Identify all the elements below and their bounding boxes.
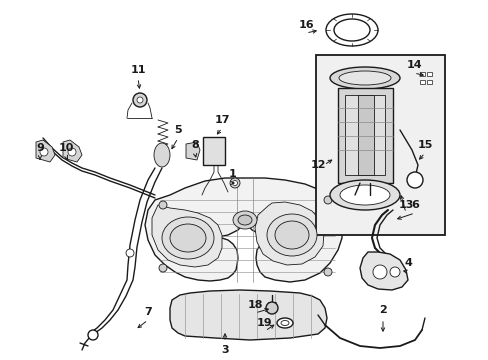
- Text: 7: 7: [144, 307, 152, 317]
- Text: 5: 5: [174, 125, 182, 135]
- Polygon shape: [36, 140, 55, 162]
- Bar: [426, 80, 431, 84]
- Polygon shape: [359, 252, 407, 290]
- Circle shape: [324, 196, 331, 204]
- Polygon shape: [145, 178, 341, 282]
- Bar: [426, 72, 431, 76]
- Ellipse shape: [333, 19, 369, 41]
- Ellipse shape: [329, 180, 399, 210]
- Bar: [315, 55, 444, 235]
- Text: 4: 4: [403, 258, 411, 268]
- Bar: [345, 95, 384, 175]
- Circle shape: [40, 148, 48, 156]
- Ellipse shape: [154, 143, 170, 167]
- Circle shape: [265, 302, 278, 314]
- Polygon shape: [185, 142, 200, 160]
- Text: 12: 12: [309, 160, 325, 170]
- Ellipse shape: [170, 224, 205, 252]
- Ellipse shape: [276, 318, 292, 328]
- Text: 16: 16: [298, 20, 313, 30]
- Bar: [203, 137, 224, 165]
- Circle shape: [324, 268, 331, 276]
- Ellipse shape: [274, 221, 308, 249]
- Ellipse shape: [339, 185, 389, 205]
- Text: 15: 15: [416, 140, 432, 150]
- Text: 6: 6: [410, 200, 418, 210]
- Polygon shape: [152, 205, 222, 267]
- Ellipse shape: [329, 67, 399, 89]
- Ellipse shape: [281, 320, 288, 325]
- Circle shape: [88, 330, 98, 340]
- Text: 13: 13: [398, 200, 413, 210]
- Text: 17: 17: [214, 115, 229, 125]
- Circle shape: [126, 249, 134, 257]
- Ellipse shape: [232, 211, 257, 229]
- Ellipse shape: [325, 14, 377, 46]
- Polygon shape: [63, 140, 82, 162]
- Text: 14: 14: [406, 60, 421, 70]
- Text: 11: 11: [130, 65, 145, 75]
- Circle shape: [133, 93, 147, 107]
- Ellipse shape: [338, 71, 390, 85]
- Bar: [419, 72, 424, 76]
- Circle shape: [137, 97, 142, 103]
- Text: 18: 18: [247, 300, 262, 310]
- Polygon shape: [254, 202, 324, 265]
- Bar: [357, 95, 373, 175]
- Text: 2: 2: [378, 305, 386, 315]
- Circle shape: [232, 180, 237, 185]
- Text: 10: 10: [58, 143, 74, 153]
- Bar: [337, 88, 392, 183]
- Circle shape: [406, 172, 422, 188]
- Bar: [419, 80, 424, 84]
- Text: 19: 19: [257, 318, 272, 328]
- Text: 9: 9: [36, 143, 44, 153]
- Ellipse shape: [162, 217, 214, 259]
- Circle shape: [229, 178, 240, 188]
- Ellipse shape: [266, 214, 316, 256]
- Circle shape: [159, 201, 167, 209]
- Text: 8: 8: [191, 140, 199, 150]
- Circle shape: [68, 148, 76, 156]
- Circle shape: [389, 267, 399, 277]
- Circle shape: [372, 265, 386, 279]
- Text: 1: 1: [229, 169, 236, 179]
- Ellipse shape: [238, 215, 251, 225]
- Polygon shape: [170, 290, 326, 340]
- Circle shape: [159, 264, 167, 272]
- Text: 3: 3: [221, 345, 228, 355]
